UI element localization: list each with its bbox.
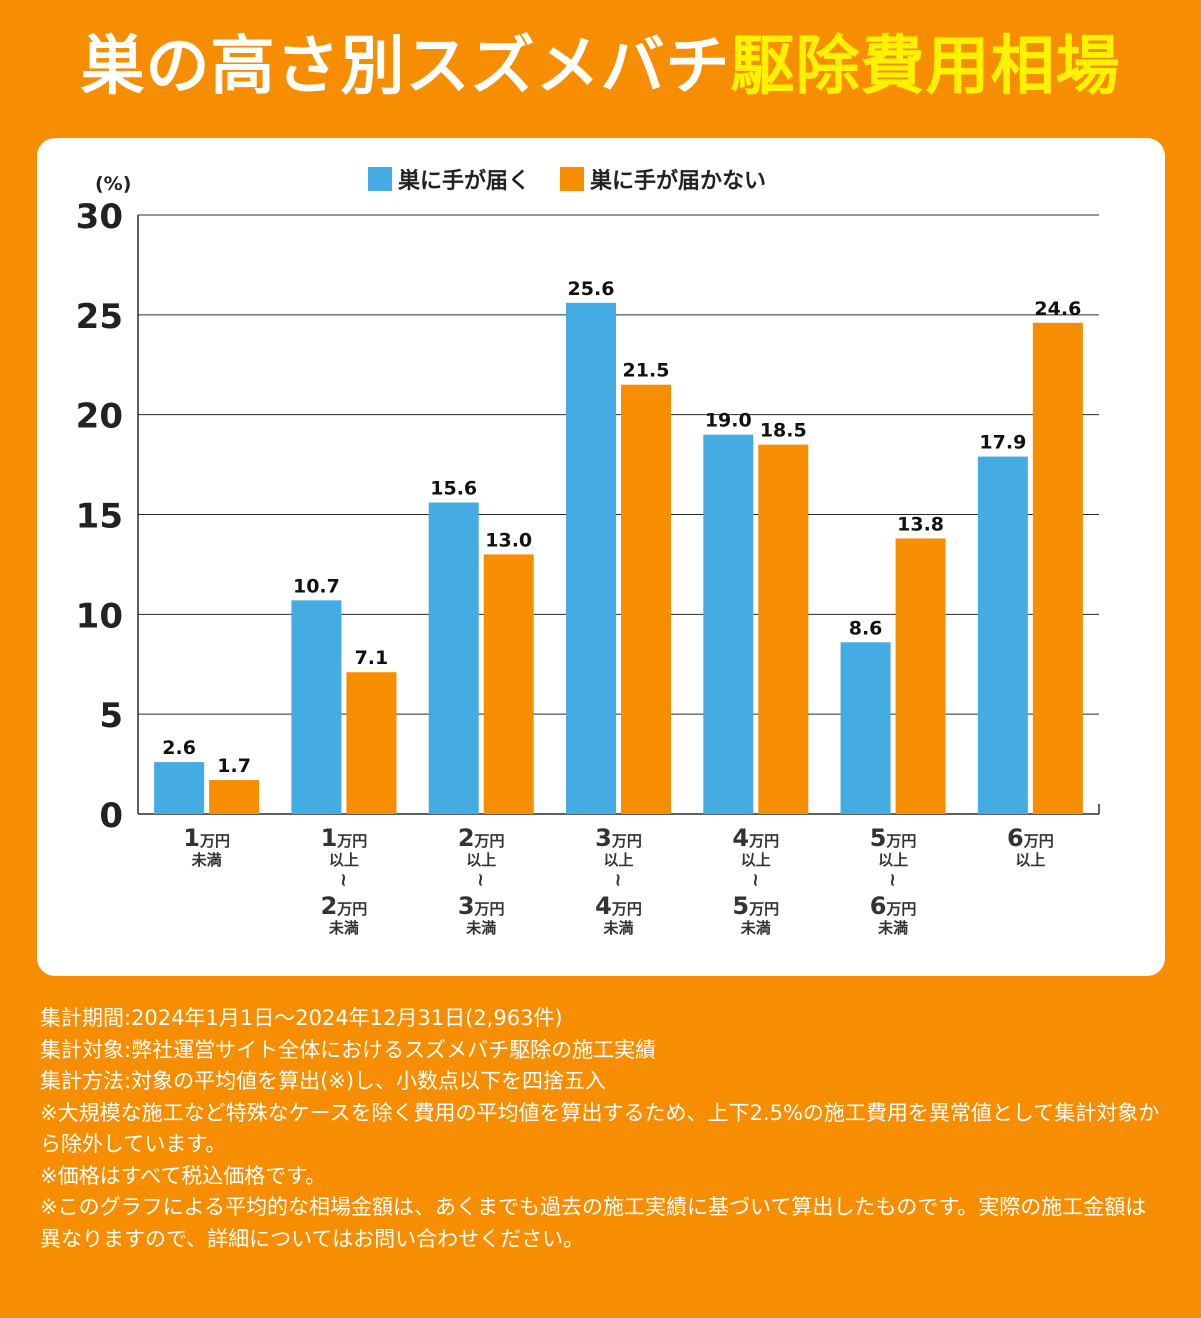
category-label: 以上	[1015, 851, 1045, 869]
note-period: 集計期間:2024年1月1日～2024年12月31日(2,963件)	[40, 1006, 563, 1030]
bar	[566, 302, 616, 814]
category-label: 5万円	[870, 824, 917, 852]
bar	[483, 554, 534, 814]
bar	[428, 502, 479, 814]
data-label: 7.1	[355, 647, 389, 669]
note-exclusion: ※大規模な施工など特殊なケースを除く費用の平均値を算出するため、上下2.5%の施…	[40, 1100, 1160, 1157]
category-label: 以上	[878, 851, 908, 869]
y-tick-label: 25	[76, 297, 123, 337]
legend-label: 巣に手が届く	[397, 168, 530, 194]
note-target: 集計対象:弊社運営サイト全体におけるスズメバチ駆除の施工実績	[40, 1037, 657, 1062]
category-label: ~	[470, 872, 491, 887]
legend-swatch	[560, 167, 585, 191]
title-main: 巣の高さ別スズメバチ	[80, 30, 731, 104]
title-highlight: 駆除費用相場	[730, 30, 1121, 104]
bar	[840, 642, 891, 814]
category-label: 未満	[740, 919, 771, 937]
y-tick-label: 15	[76, 497, 123, 537]
category-label: 3万円	[458, 892, 505, 920]
category-label: 以上	[329, 851, 359, 869]
category-label: ~	[333, 872, 354, 887]
bar	[977, 456, 1028, 814]
category-label: 未満	[602, 919, 633, 937]
y-tick-label: 30	[76, 197, 123, 237]
y-unit-label: (%)	[95, 173, 131, 195]
bar	[291, 600, 342, 814]
data-label: 8.6	[849, 617, 883, 639]
y-tick-label: 10	[76, 596, 123, 636]
bar	[758, 444, 809, 814]
legend-swatch	[368, 167, 392, 191]
data-label: 17.9	[979, 432, 1026, 454]
bar	[703, 434, 754, 814]
data-label: 25.6	[568, 278, 615, 300]
category-label: 未満	[328, 919, 359, 937]
bar	[621, 384, 671, 814]
category-label: 未満	[191, 851, 222, 869]
data-label: 18.5	[760, 420, 807, 442]
category-label: 未満	[465, 919, 496, 937]
data-label: 2.6	[162, 737, 196, 759]
category-label: ~	[608, 872, 629, 887]
category-label: 1万円	[183, 824, 230, 852]
data-label: 10.7	[293, 575, 340, 597]
category-label: 4万円	[595, 892, 642, 920]
category-label: 1万円	[321, 824, 368, 852]
note-method: 集計方法:対象の平均値を算出(※)し、小数点以下を四捨五入	[40, 1069, 607, 1093]
data-label: 13.8	[897, 513, 944, 535]
bar	[209, 780, 260, 814]
category-label: 以上	[603, 851, 633, 869]
data-label: 21.5	[623, 360, 670, 382]
category-label: 5万円	[732, 892, 779, 920]
category-label: ~	[745, 872, 766, 887]
notes-section: 集計期間:2024年1月1日～2024年12月31日(2,963件) 集計対象:…	[40, 1003, 1165, 1255]
category-label: ~	[882, 872, 903, 887]
data-label: 15.6	[430, 478, 477, 500]
category-label: 6万円	[870, 892, 917, 920]
y-tick-label: 5	[99, 696, 123, 736]
category-label: 2万円	[321, 892, 368, 920]
y-tick-label: 20	[76, 397, 123, 437]
category-label: 以上	[741, 851, 771, 869]
y-tick-label: 0	[99, 796, 123, 836]
category-label: 以上	[466, 851, 496, 869]
bar	[154, 762, 205, 814]
category-label: 3万円	[595, 824, 642, 852]
note-tax: ※価格はすべて税込価格です。	[40, 1163, 327, 1188]
category-label: 未満	[877, 919, 908, 937]
category-label: 4万円	[732, 824, 779, 852]
data-label: 1.7	[217, 755, 251, 777]
category-label: 2万円	[458, 824, 505, 852]
category-label: 6万円	[1007, 824, 1054, 852]
bar	[1032, 322, 1083, 814]
bar	[346, 672, 397, 814]
data-label: 19.0	[705, 410, 752, 432]
chart-card: 0 5 10 15 20 25 30 (%) 巣に手が届く 巣に手が届かない 2.6 1.7 1万円 未満…	[37, 138, 1165, 976]
note-disclaimer: ※このグラフによる平均的な相場金額は、あくまでも過去の施工実績に基づいて算出した…	[40, 1195, 1147, 1251]
data-label: 24.6	[1034, 298, 1081, 320]
bar	[895, 538, 946, 814]
data-label: 13.0	[485, 529, 532, 551]
page-title: 巣の高さ別スズメバチ駆除費用相場	[0, 22, 1201, 112]
legend-label: 巣に手が届かない	[589, 168, 766, 194]
